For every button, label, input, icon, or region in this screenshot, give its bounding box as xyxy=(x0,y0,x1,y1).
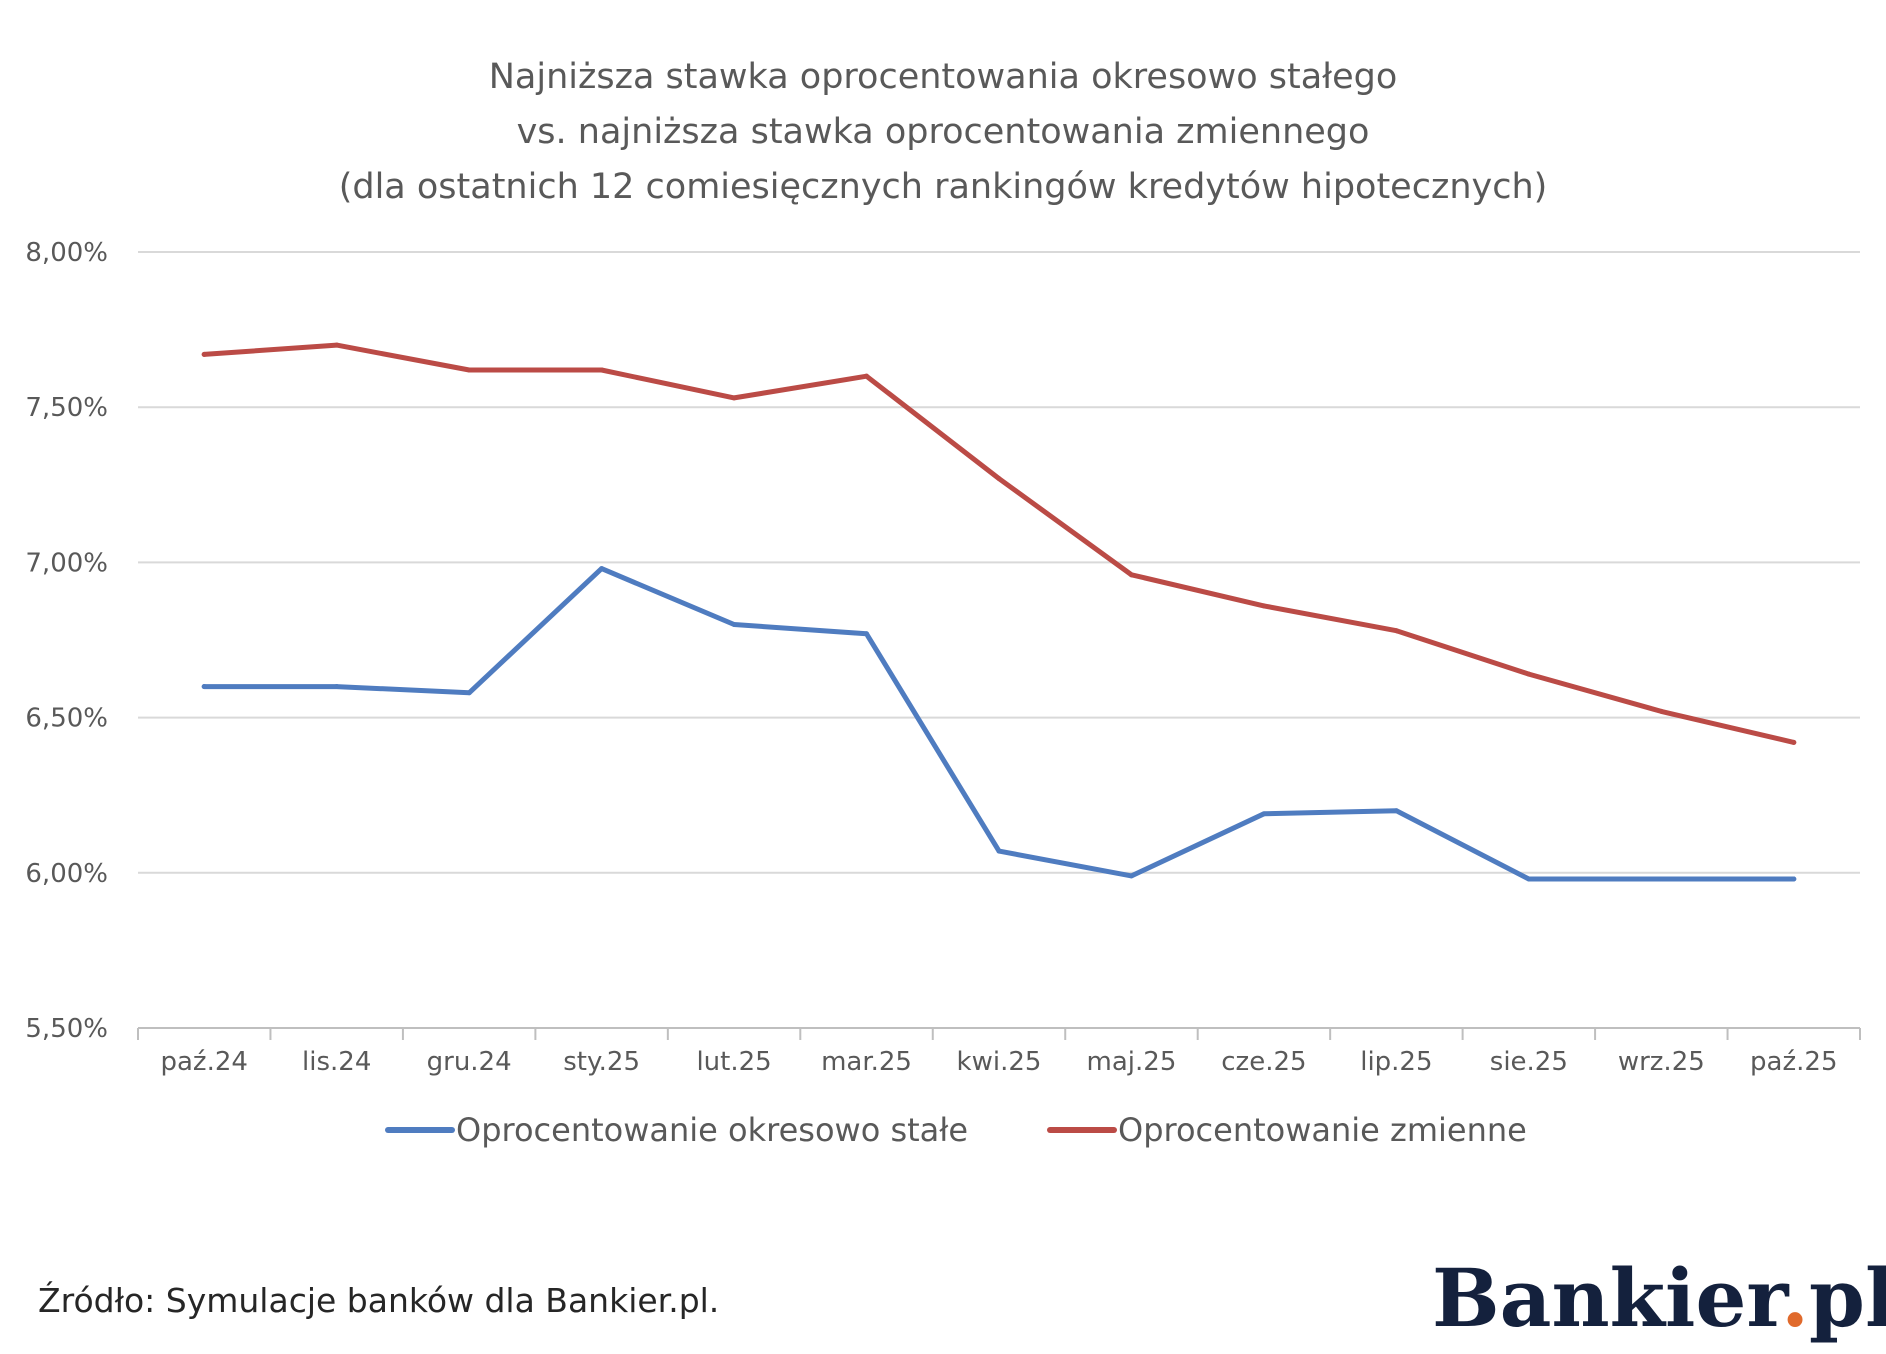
x-tick-label: sie.25 xyxy=(1490,1047,1568,1077)
data-point xyxy=(599,367,605,373)
data-point xyxy=(334,684,340,690)
data-point xyxy=(996,476,1002,482)
x-axis: paź.24 lis.24 gru.24 sty.25 lut.25 mar.25 kwi.… xyxy=(137,1028,1861,1077)
data-point xyxy=(996,848,1002,854)
x-tick-label: gru.24 xyxy=(427,1047,512,1077)
data-point xyxy=(466,690,472,696)
chart-title-line-2: vs. najniższa stawka oprocentowania zmie… xyxy=(517,112,1370,152)
data-point xyxy=(1658,876,1664,882)
x-tick-label: paź.24 xyxy=(161,1047,248,1077)
data-point xyxy=(201,351,207,357)
x-tick-label: mar.25 xyxy=(821,1047,912,1077)
x-tick-label: lut.25 xyxy=(696,1047,771,1077)
x-tick-label: maj.25 xyxy=(1087,1047,1177,1077)
x-tick-label: paź.25 xyxy=(1750,1047,1837,1077)
x-tick-label: sty.25 xyxy=(563,1047,640,1077)
data-point xyxy=(1791,739,1797,745)
data-point xyxy=(1526,876,1532,882)
legend-label: Oprocentowanie zmienne xyxy=(1118,1111,1527,1149)
data-point xyxy=(731,621,737,627)
data-point xyxy=(1128,572,1134,578)
y-axis: 5,50% 6,00% 6,50% 7,00% 7,50% 8,00% xyxy=(25,238,108,1044)
y-tick-label: 6,00% xyxy=(25,859,108,889)
data-point xyxy=(1658,708,1664,714)
gridlines xyxy=(138,251,1860,1029)
y-tick-label: 5,50% xyxy=(25,1014,108,1044)
data-point xyxy=(864,373,870,379)
chart-title-line-1: Najniższa stawka oprocentowania okresowo… xyxy=(489,57,1398,97)
data-point xyxy=(201,684,207,690)
series-line-variable-rate xyxy=(201,342,1797,745)
data-point xyxy=(1791,876,1797,882)
x-tick-label: cze.25 xyxy=(1221,1047,1306,1077)
logo-dot: . xyxy=(1781,1251,1809,1345)
y-tick-label: 7,00% xyxy=(25,548,108,578)
x-tick-label: lis.24 xyxy=(302,1047,371,1077)
source-note: Źródło: Symulacje banków dla Bankier.pl. xyxy=(38,1280,719,1320)
legend-label: Oprocentowanie okresowo stałe xyxy=(456,1111,968,1149)
series-layer xyxy=(201,342,1797,882)
data-point xyxy=(731,395,737,401)
y-tick-label: 7,50% xyxy=(25,393,108,423)
data-point xyxy=(1261,811,1267,817)
y-tick-label: 8,00% xyxy=(25,238,108,268)
data-point xyxy=(466,367,472,373)
logo-name: Bankier xyxy=(1432,1251,1789,1345)
bankier-logo-text: Bankier.pl xyxy=(1432,1251,1886,1345)
bankier-logo: Bankier.pl xyxy=(1432,1251,1886,1345)
series-line-fixed-rate xyxy=(201,566,1797,882)
chart-title: Najniższa stawka oprocentowania okresowo… xyxy=(339,57,1548,207)
data-point xyxy=(1526,671,1532,677)
data-point xyxy=(334,342,340,348)
data-point xyxy=(1393,628,1399,634)
legend: Oprocentowanie okresowo stałe Oprocentowa… xyxy=(385,1111,1527,1149)
x-tick-label: lip.25 xyxy=(1360,1047,1432,1077)
x-tick-label: wrz.25 xyxy=(1618,1047,1705,1077)
chart-title-line-3: (dla ostatnich 12 comiesięcznych ranking… xyxy=(339,167,1548,207)
logo-suffix: pl xyxy=(1809,1251,1886,1345)
data-point xyxy=(599,566,605,572)
data-point xyxy=(864,631,870,637)
data-point xyxy=(1393,808,1399,814)
x-tick-label: kwi.25 xyxy=(957,1047,1042,1077)
y-tick-label: 6,50% xyxy=(25,704,108,734)
data-point xyxy=(1261,603,1267,609)
data-point xyxy=(1128,873,1134,879)
